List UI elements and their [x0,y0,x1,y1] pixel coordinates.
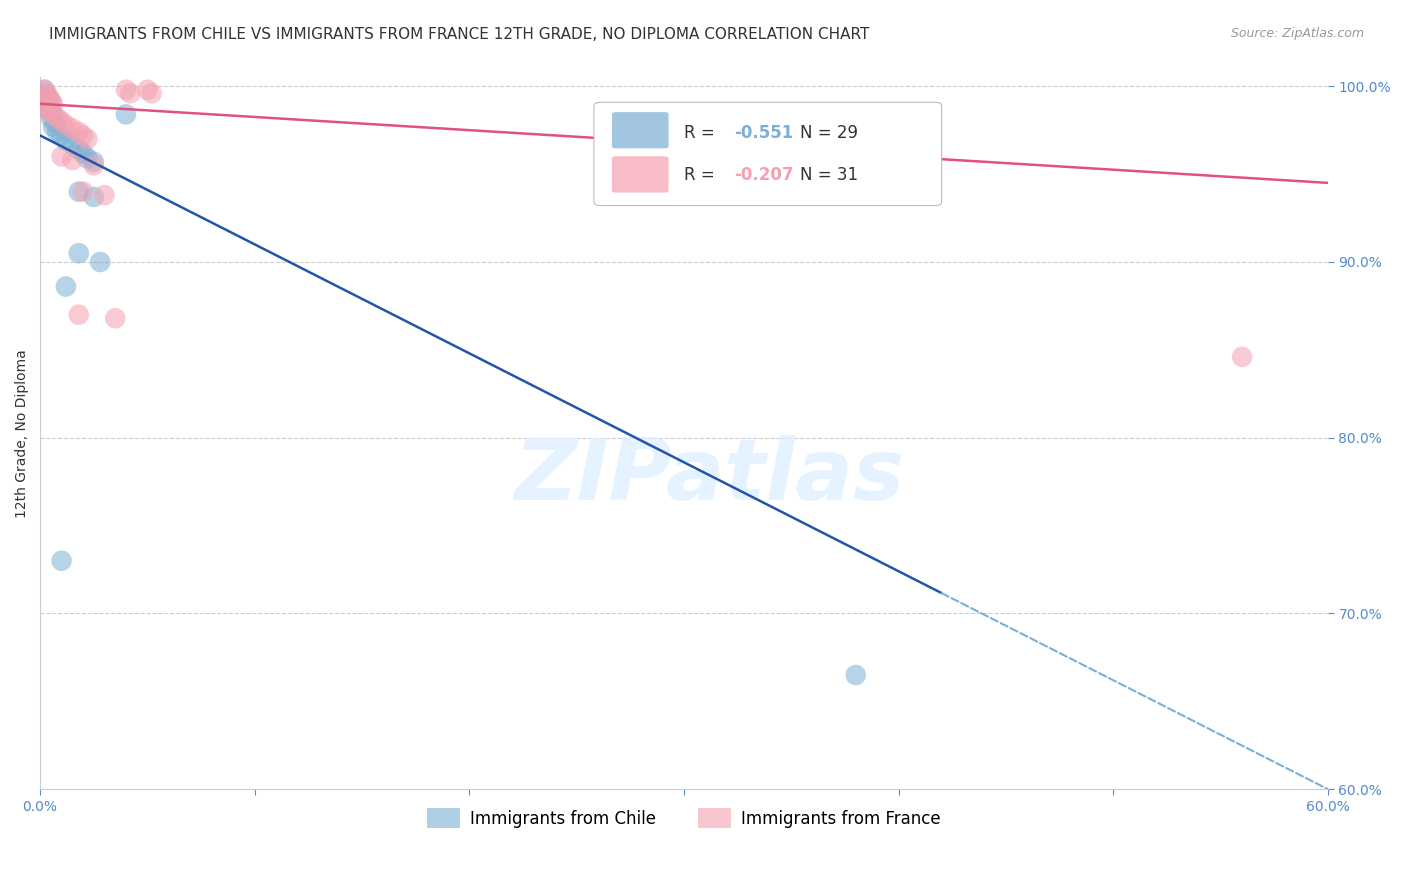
Point [83,158,105,172]
Point [51,114,73,128]
Point [35,100,58,114]
Point [89,255,111,269]
Point [1230,350,1253,364]
Point [845,668,868,682]
Point [67,125,90,139]
Point [38,89,60,103]
Point [60,121,83,136]
FancyBboxPatch shape [593,103,942,205]
Point [141,87,163,101]
Point [72,128,94,143]
Text: N = 29: N = 29 [800,124,858,142]
Text: R =: R = [685,166,720,184]
Point [76,132,98,146]
Point [72,146,94,161]
Point [39,93,62,107]
Point [55,279,77,293]
Point [44,116,66,130]
Text: -0.551: -0.551 [734,124,793,142]
Point [35,88,58,103]
Point [38,91,60,105]
Point [76,151,98,165]
Point [34,83,56,97]
Y-axis label: 12th Grade, No Diploma: 12th Grade, No Diploma [15,349,30,517]
Point [67,246,90,260]
Text: ZIPatlas: ZIPatlas [515,434,905,517]
Point [38,103,60,118]
Point [38,103,60,118]
Point [35,98,58,112]
Point [67,185,90,199]
Point [51,554,73,568]
Point [42,107,65,121]
Point [60,153,83,167]
Text: Source: ZipAtlas.com: Source: ZipAtlas.com [1230,27,1364,40]
Point [39,111,62,125]
Point [136,83,159,97]
Point [67,308,90,322]
Point [51,149,73,163]
Point [55,118,77,132]
Point [83,190,105,204]
FancyBboxPatch shape [612,112,669,148]
Point [34,83,56,97]
Point [72,185,94,199]
Point [93,188,115,202]
Point [51,128,73,143]
Point [46,125,69,139]
Text: R =: R = [685,124,720,142]
Text: N = 31: N = 31 [800,166,858,184]
Point [42,107,65,121]
Point [39,95,62,109]
Text: IMMIGRANTS FROM CHILE VS IMMIGRANTS FROM FRANCE 12TH GRADE, NO DIPLOMA CORRELATI: IMMIGRANTS FROM CHILE VS IMMIGRANTS FROM… [49,27,869,42]
Point [42,96,65,111]
Point [46,111,69,125]
Point [60,137,83,152]
Point [55,134,77,148]
Point [115,83,138,97]
FancyBboxPatch shape [612,156,669,193]
Point [120,87,142,101]
Legend: Immigrants from Chile, Immigrants from France: Immigrants from Chile, Immigrants from F… [420,802,948,834]
Point [115,107,138,121]
Point [42,120,65,134]
Text: -0.207: -0.207 [734,166,794,184]
Point [67,143,90,157]
Point [35,87,58,101]
Point [83,154,105,169]
Point [104,311,127,326]
